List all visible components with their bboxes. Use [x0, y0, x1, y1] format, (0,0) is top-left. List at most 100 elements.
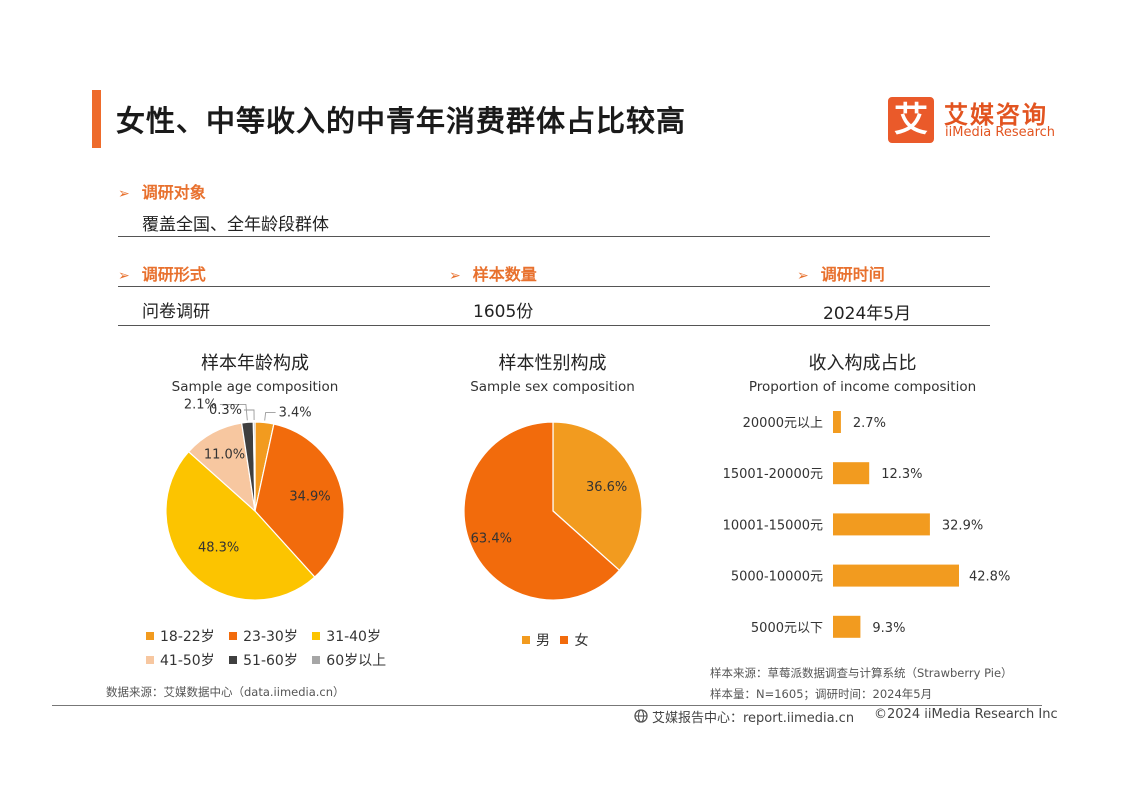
legend-swatch [522, 636, 530, 644]
leader-line [264, 412, 276, 421]
arrow-icon: ➢ [797, 268, 809, 284]
legend-item: 23-30岁 [229, 629, 298, 645]
legend-item: 60岁以上 [312, 653, 386, 669]
legend-label: 23-30岁 [243, 629, 298, 645]
pie-slice-男 [552, 421, 643, 572]
data-source-left: 数据来源：艾媒数据中心（data.iimedia.cn） [106, 685, 345, 699]
legend-label: 男 [536, 633, 550, 649]
page-title: 女性、中等收入的中青年消费群体占比较高 [116, 104, 687, 138]
legend-swatch [312, 656, 321, 664]
leader-line [219, 403, 248, 421]
bar-value-label: 12.3% [881, 467, 922, 482]
survey-time-label: 调研时间 [820, 265, 885, 284]
survey-sample-label: 样本数量 [472, 265, 537, 284]
bar-category-label: 5000元以下 [751, 621, 823, 636]
logo-badge: 艾 [888, 97, 934, 143]
footer-copyright: ©2024 iiMedia Research Inc [874, 707, 1058, 722]
pie-label: 2.1% [184, 398, 217, 412]
survey-sample-value: 1605份 [473, 302, 534, 322]
sex-pie-chart: 36.6% 63.4% [463, 421, 643, 601]
footer-report-center: 艾媒报告中心：report.iimedia.cn [634, 707, 854, 728]
legend-item: 51-60岁 [229, 653, 298, 669]
age-legend-row-1: 18-22岁 23-30岁 31-40岁 [146, 626, 381, 646]
sample-source: 样本来源：草莓派数据调查与计算系统（Strawberry Pie） [710, 666, 1013, 680]
survey-target-label: 调研对象 [141, 183, 206, 202]
logo-en-text: iiMedia Research [945, 125, 1056, 140]
bar-category-label: 10001-15000元 [723, 518, 823, 533]
bar-value-label: 9.3% [872, 621, 905, 636]
pie-slice-31-40岁 [165, 450, 316, 601]
legend-swatch [229, 656, 238, 664]
survey-target-value: 覆盖全国、全年龄段群体 [142, 215, 329, 235]
sample-size-note: 样本量：N=1605；调研时间：2024年5月 [710, 687, 933, 701]
footer-divider [52, 705, 1042, 706]
legend-swatch [146, 656, 154, 664]
legend-swatch [312, 632, 321, 640]
legend-label: 60岁以上 [326, 653, 387, 669]
legend-swatch [146, 632, 154, 640]
divider [118, 236, 990, 237]
survey-sample-heading: ➢ 样本数量 [449, 261, 537, 285]
pie-label: 34.9% [289, 489, 330, 504]
bar-category-label: 5000-10000元 [731, 570, 823, 585]
income-bar-chart: 20000元以上 2.7% 15001-20000元 12.3% 10001-15000… [723, 404, 1010, 645]
legend-label: 41-50岁 [160, 653, 215, 669]
age-chart-subtitle: Sample age composition [171, 379, 339, 395]
legend-label: 31-40岁 [326, 629, 381, 645]
bar-category-label: 20000元以上 [743, 416, 823, 431]
legend-item: 18-22岁 [146, 629, 215, 645]
survey-time-value: 2024年5月 [823, 304, 912, 324]
legend-label: 18-22岁 [160, 629, 215, 645]
pie-label: 3.4% [279, 406, 312, 421]
globe-icon [634, 708, 648, 727]
divider [118, 325, 990, 326]
survey-form-value: 问卷调研 [142, 302, 210, 322]
pie-label: 0.3% [209, 403, 242, 418]
pie-slice-女 [463, 421, 621, 601]
bar-value-label: 32.9% [942, 518, 983, 533]
leader-line [244, 409, 255, 421]
legend-label: 51-60岁 [243, 653, 298, 669]
footer-center-text: 艾媒报告中心：report.iimedia.cn [652, 711, 855, 726]
sex-chart-title: 样本性别构成 [498, 353, 607, 374]
bar-5000元以下 [833, 615, 861, 638]
legend-label: 女 [574, 633, 589, 649]
bar-category-label: 15001-20000元 [723, 467, 823, 482]
arrow-icon: ➢ [118, 186, 130, 202]
pie-label: 48.3% [198, 541, 239, 556]
logo-cn-text: 艾媒咨询 [944, 101, 1048, 129]
legend-item: 女 [560, 633, 588, 649]
survey-form-label: 调研形式 [141, 265, 206, 284]
sex-chart-subtitle: Sample sex composition [470, 379, 635, 395]
arrow-icon: ➢ [449, 268, 461, 284]
legend-item: 31-40岁 [312, 629, 381, 645]
age-pie-chart: 3.4% 34.9% 48.3% 11.0% 2.1%0.3% [165, 398, 345, 601]
arrow-icon: ➢ [118, 268, 130, 284]
pie-slice-23-30岁 [254, 423, 345, 578]
legend-swatch [560, 636, 569, 644]
bar-20000元以上 [833, 411, 841, 433]
income-chart-subtitle: Proportion of income composition [748, 379, 977, 395]
survey-time-heading: ➢ 调研时间 [797, 261, 885, 285]
pie-label: 11.0% [204, 448, 245, 463]
pie-slice-60岁以上 [252, 421, 256, 512]
legend-swatch [229, 632, 238, 640]
bar-value-label: 42.8% [969, 570, 1010, 585]
bar-10001-15000元 [833, 513, 930, 536]
survey-form-heading: ➢ 调研形式 [118, 261, 206, 285]
age-chart-title: 样本年龄构成 [201, 353, 309, 374]
income-chart-title: 收入构成占比 [808, 353, 917, 374]
bar-value-label: 2.7% [853, 416, 886, 431]
title-accent-bar [92, 90, 101, 148]
legend-item: 41-50岁 [146, 653, 215, 669]
pie-label: 63.4% [471, 532, 512, 547]
bar-15001-20000元 [833, 462, 870, 485]
iimedia-logo: 艾 艾媒咨询 iiMedia Research [888, 97, 1058, 145]
age-legend-row-2: 41-50岁 51-60岁 60岁以上 [146, 650, 386, 670]
sex-legend: 男 女 [522, 630, 588, 650]
survey-target-heading: ➢ 调研对象 [118, 179, 206, 203]
legend-item: 男 [522, 633, 550, 649]
divider [118, 286, 990, 287]
pie-label: 36.6% [586, 480, 627, 495]
bar-5000-10000元 [833, 564, 959, 587]
